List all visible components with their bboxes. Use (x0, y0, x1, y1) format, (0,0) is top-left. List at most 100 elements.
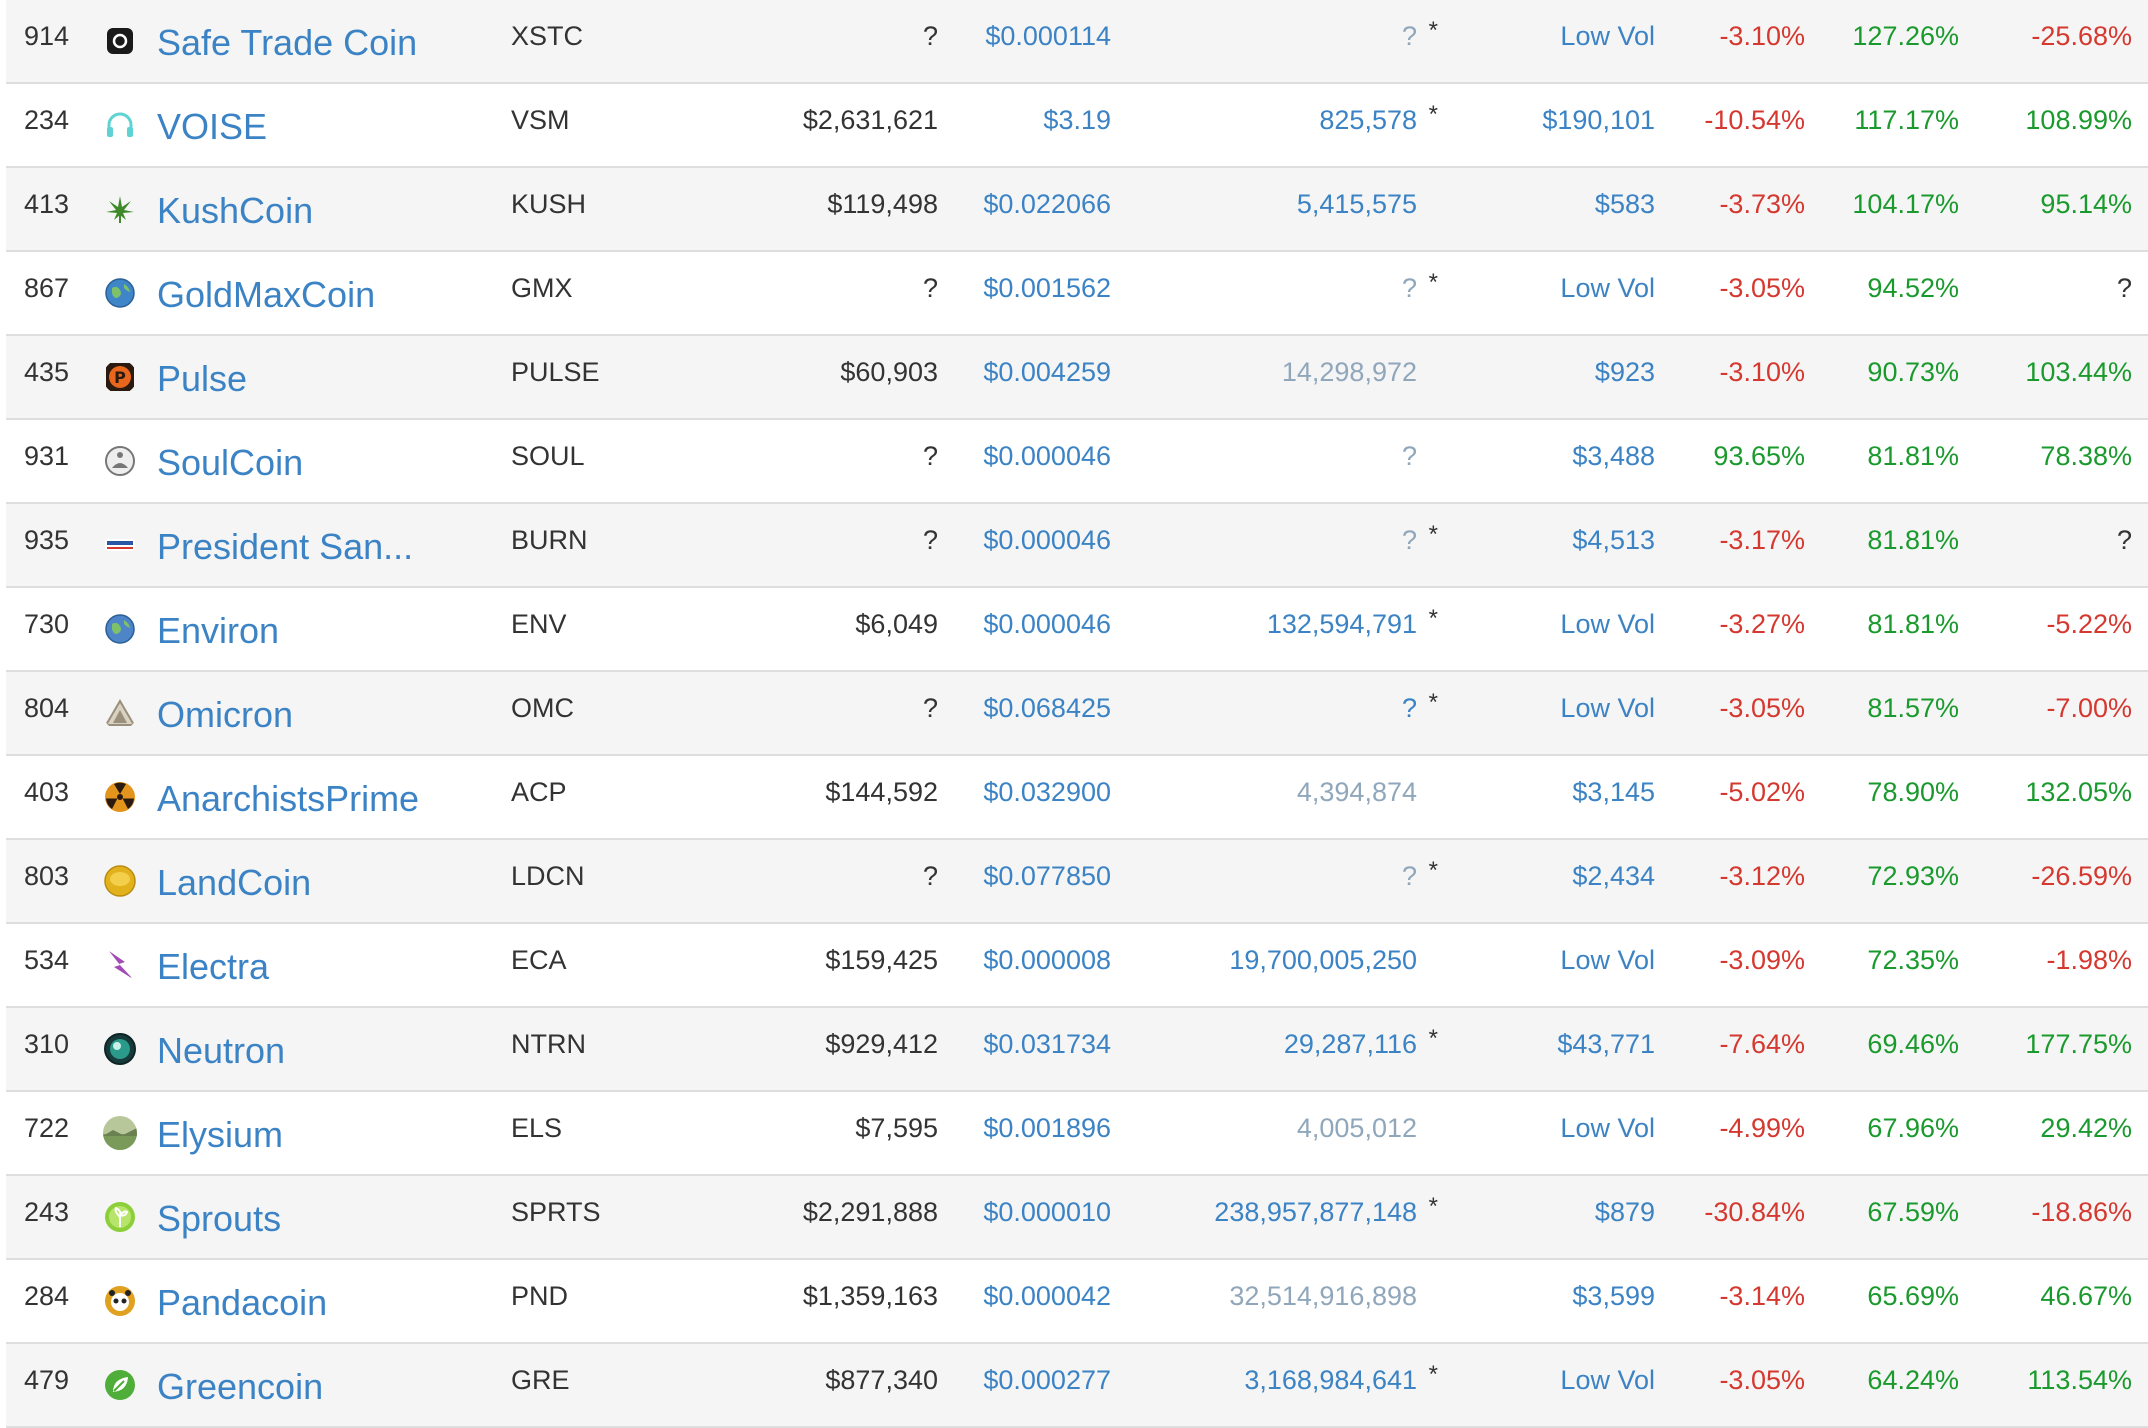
change-7d-cell: 95.14% (2040, 189, 2132, 219)
coin-name-link[interactable]: Elysium (157, 1114, 284, 1155)
price-link[interactable]: $0.022066 (983, 189, 1111, 219)
green-leaf-icon (103, 1368, 137, 1402)
circulating-supply-link[interactable]: ? (1401, 525, 1417, 555)
price-link[interactable]: $0.000008 (983, 945, 1111, 975)
circulating-supply-link[interactable]: 5,415,575 (1296, 189, 1417, 219)
price-link[interactable]: $3.19 (1043, 105, 1111, 135)
volume-link[interactable]: $879 (1594, 1197, 1655, 1227)
change-24h-cell: 65.69% (1867, 1281, 1959, 1311)
volume-link[interactable]: Low Vol (1560, 1365, 1655, 1395)
price-link[interactable]: $0.000277 (983, 1365, 1111, 1395)
price-link[interactable]: $0.077850 (983, 861, 1111, 891)
coin-name-link[interactable]: Omicron (157, 694, 294, 735)
price-link[interactable]: $0.001562 (983, 273, 1111, 303)
circulating-supply-link[interactable]: 3,168,984,641 (1244, 1365, 1417, 1395)
table-row: 413 KushCoin KUSH $119,498 $0.022066 5,4… (6, 168, 2148, 252)
volume-link[interactable]: $190,101 (1542, 105, 1655, 135)
coin-name-link[interactable]: AnarchistsPrime (157, 778, 420, 819)
price-link[interactable]: $0.031734 (983, 1029, 1111, 1059)
circulating-supply-link[interactable]: 14,298,972 (1281, 357, 1417, 387)
circulating-supply-link[interactable]: 19,700,005,250 (1229, 945, 1417, 975)
headphones-icon (103, 108, 137, 142)
price-link[interactable]: $0.000114 (985, 21, 1111, 51)
symbol-cell: SOUL (511, 441, 585, 471)
price-link[interactable]: $0.000046 (983, 609, 1111, 639)
circulating-supply-link[interactable]: ? (1401, 861, 1417, 891)
volume-link[interactable]: $583 (1594, 189, 1655, 219)
price-link[interactable]: $0.032900 (983, 777, 1111, 807)
volume-link[interactable]: $923 (1594, 357, 1655, 387)
change-24h-cell: 127.26% (1852, 21, 1959, 51)
supply-note-star: * (1428, 17, 1438, 44)
change-7d-cell: -18.86% (2031, 1197, 2132, 1227)
coin-name-link[interactable]: President San... (157, 526, 414, 567)
volume-link[interactable]: $2,434 (1572, 861, 1655, 891)
change-24h-cell: 67.96% (1867, 1113, 1959, 1143)
circulating-supply-link[interactable]: 32,514,916,898 (1229, 1281, 1417, 1311)
coin-name-link[interactable]: Sprouts (157, 1198, 282, 1239)
volume-link[interactable]: Low Vol (1560, 693, 1655, 723)
price-link[interactable]: $0.001896 (983, 1113, 1111, 1143)
circulating-supply-link[interactable]: 132,594,791 (1266, 609, 1417, 639)
svg-text:P: P (114, 368, 126, 387)
volume-link[interactable]: Low Vol (1560, 609, 1655, 639)
supply-note-star: * (1428, 1361, 1438, 1388)
pulse-p-icon: P (103, 360, 137, 394)
volume-link[interactable]: $3,145 (1572, 777, 1655, 807)
volume-link[interactable]: Low Vol (1560, 273, 1655, 303)
coin-name-link[interactable]: Safe Trade Coin (157, 22, 418, 63)
change-1h-cell: -3.12% (1719, 861, 1805, 891)
volume-link[interactable]: Low Vol (1560, 945, 1655, 975)
circulating-supply-link[interactable]: 4,394,874 (1296, 777, 1417, 807)
volume-link[interactable]: Low Vol (1560, 21, 1655, 51)
price-link[interactable]: $0.068425 (983, 693, 1111, 723)
change-1h-cell: -10.54% (1704, 105, 1805, 135)
price-link[interactable]: $0.000042 (983, 1281, 1111, 1311)
price-link[interactable]: $0.004259 (983, 357, 1111, 387)
symbol-cell: SPRTS (511, 1197, 601, 1227)
coin-name-link[interactable]: LandCoin (157, 862, 312, 903)
change-7d-cell: 108.99% (2025, 105, 2132, 135)
circulating-supply-link[interactable]: 238,957,877,148 (1214, 1197, 1417, 1227)
rank-cell: 243 (24, 1197, 70, 1227)
circulating-supply-link[interactable]: ? (1401, 693, 1417, 723)
change-7d-cell: -25.68% (2031, 21, 2132, 51)
coin-name-link[interactable]: Electra (157, 946, 270, 987)
coin-name-link[interactable]: Greencoin (157, 1366, 324, 1407)
coin-name-link[interactable]: SoulCoin (157, 442, 304, 483)
rank-cell: 803 (24, 861, 70, 891)
volume-link[interactable]: $43,771 (1557, 1029, 1655, 1059)
change-1h-cell: -3.05% (1719, 693, 1805, 723)
coin-name-link[interactable]: GoldMaxCoin (157, 274, 376, 315)
rank-cell: 730 (24, 609, 70, 639)
change-24h-cell: 94.52% (1867, 273, 1959, 303)
circulating-supply-link[interactable]: ? (1401, 21, 1417, 51)
price-link[interactable]: $0.000046 (983, 441, 1111, 471)
circulating-supply-link[interactable]: ? (1401, 441, 1417, 471)
circulating-supply-link[interactable]: 29,287,116 (1283, 1029, 1417, 1059)
circulating-supply-link[interactable]: 825,578 (1319, 105, 1417, 135)
price-link[interactable]: $0.000046 (983, 525, 1111, 555)
volume-link[interactable]: $3,599 (1572, 1281, 1655, 1311)
circulating-supply-link[interactable]: ? (1401, 273, 1417, 303)
market-cap-cell: $159,425 (825, 945, 938, 975)
coin-name-link[interactable]: Environ (157, 610, 280, 651)
symbol-cell: KUSH (511, 189, 587, 219)
coin-name-link[interactable]: Pandacoin (157, 1282, 328, 1323)
coin-name-link[interactable]: VOISE (157, 106, 268, 147)
change-7d-cell: -26.59% (2031, 861, 2132, 891)
change-24h-cell: 104.17% (1852, 189, 1959, 219)
coins-table: 914 Safe Trade Coin XSTC ? $0.000114 ? *… (6, 0, 2148, 1428)
radiation-icon (103, 780, 137, 814)
circulating-supply-link[interactable]: 4,005,012 (1296, 1113, 1417, 1143)
volume-link[interactable]: $4,513 (1572, 525, 1655, 555)
change-24h-cell: 72.93% (1867, 861, 1959, 891)
coin-name-link[interactable]: KushCoin (157, 190, 314, 231)
coin-name-link[interactable]: Neutron (157, 1030, 286, 1071)
change-1h-cell: -3.27% (1719, 609, 1805, 639)
coin-name-link[interactable]: Pulse (157, 358, 248, 399)
volume-link[interactable]: $3,488 (1572, 441, 1655, 471)
price-link[interactable]: $0.000010 (983, 1197, 1111, 1227)
volume-link[interactable]: Low Vol (1560, 1113, 1655, 1143)
market-cap-cell: $119,498 (827, 189, 938, 219)
